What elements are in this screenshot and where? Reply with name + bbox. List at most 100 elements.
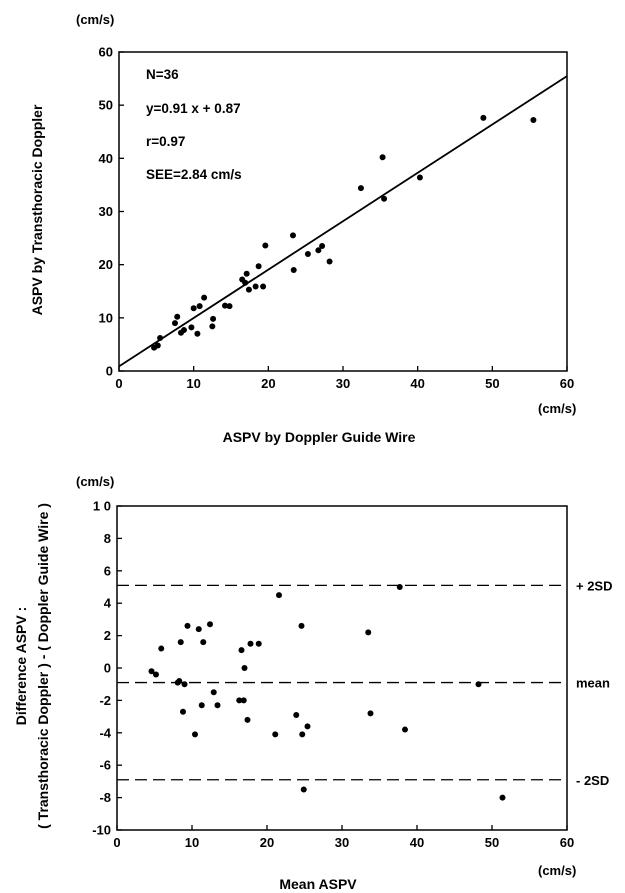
top-x-tick-label: 30 <box>336 376 350 391</box>
bottom-data-point <box>300 786 307 793</box>
top-data-point <box>252 283 259 290</box>
top-x-tick-label: 40 <box>410 376 424 391</box>
top-data-point <box>154 342 161 349</box>
top-data-point <box>289 232 296 239</box>
top-data-point <box>243 270 250 277</box>
top-data-point <box>304 251 311 258</box>
top-data-point <box>319 243 326 250</box>
top-data-point <box>222 302 229 309</box>
bottom-data-point <box>255 640 262 647</box>
top-x-ticks: 0 10 20 30 40 50 60 <box>115 366 574 391</box>
bland-altman-chart: (cm/s) Difference ASPV : ( Transthoracic… <box>13 474 613 892</box>
bottom-data-point <box>299 731 306 738</box>
bottom-y-tick-label: -2 <box>99 693 111 708</box>
top-x-tick-label: 20 <box>261 376 275 391</box>
top-y-tick-label: 60 <box>99 45 113 60</box>
top-data-point <box>315 247 322 254</box>
top-data-point <box>290 266 297 273</box>
top-data-point <box>180 327 187 334</box>
bottom-data-point <box>240 697 247 704</box>
bottom-data-point <box>298 622 305 629</box>
bottom-x-tick-label: 10 <box>185 835 199 850</box>
bottom-data-point <box>198 702 205 709</box>
bottom-x-tick-label: 0 <box>113 835 120 850</box>
bottom-x-axis-title: Mean ASPV <box>279 876 357 892</box>
bottom-y-tick-label: 8 <box>104 531 111 546</box>
bottom-y-tick-label: -6 <box>99 758 111 773</box>
bottom-data-point <box>247 640 254 647</box>
top-y-tick-label: 40 <box>99 151 113 166</box>
bottom-y-unit: (cm/s) <box>76 474 114 489</box>
reference-line-label: - 2SD <box>576 773 609 788</box>
bottom-plot-frame <box>116 505 568 831</box>
bottom-data-point <box>499 794 506 801</box>
bottom-x-tick-label: 20 <box>260 835 274 850</box>
top-data-point <box>357 185 364 192</box>
top-y-tick-label: 10 <box>99 310 113 325</box>
bottom-data-point <box>236 697 243 704</box>
top-data-point <box>255 263 262 270</box>
top-y-tick-label: 20 <box>99 257 113 272</box>
top-data-point <box>326 258 333 265</box>
bottom-data-point <box>272 731 279 738</box>
bottom-data-point <box>304 723 311 730</box>
stat-n: N=36 <box>146 67 179 82</box>
top-y-unit: (cm/s) <box>76 12 114 27</box>
top-x-tick-label: 0 <box>115 376 122 391</box>
bottom-data-point <box>210 689 217 696</box>
bottom-y-tick-label: 0 <box>104 661 111 676</box>
top-data-point <box>210 315 217 322</box>
bottom-data-point <box>396 584 403 590</box>
top-data-point <box>174 313 181 320</box>
reference-lines: + 2SD mean - 2SD <box>117 578 613 788</box>
reference-line-label: mean <box>576 676 610 691</box>
bottom-y-tick-label: 1 0 <box>93 499 111 514</box>
bottom-x-tick-label: 40 <box>410 835 424 850</box>
bottom-x-unit: (cm/s) <box>538 863 576 878</box>
bottom-data-point <box>195 626 202 633</box>
top-x-tick-label: 50 <box>485 376 499 391</box>
top-data-point <box>242 279 249 286</box>
bottom-data-point <box>244 716 251 723</box>
bottom-data-point <box>365 629 372 636</box>
top-data-point <box>260 283 267 290</box>
top-x-unit: (cm/s) <box>538 401 576 416</box>
bottom-data-point <box>148 668 155 675</box>
bottom-data-point <box>475 681 482 688</box>
bottom-x-ticks: 0 10 20 30 40 50 60 <box>113 825 574 850</box>
top-data-points <box>151 114 537 351</box>
bottom-data-point <box>214 702 221 709</box>
top-data-point <box>416 174 423 181</box>
bottom-data-point <box>200 639 207 646</box>
bottom-y-tick-label: -10 <box>92 823 111 838</box>
top-y-tick-label: 30 <box>99 204 113 219</box>
regression-line <box>118 75 568 368</box>
top-data-point <box>262 242 269 249</box>
top-data-point <box>190 305 197 312</box>
stat-r: r=0.97 <box>146 134 185 149</box>
bottom-data-point <box>367 710 374 717</box>
bottom-data-point <box>293 711 300 718</box>
top-data-point <box>381 195 388 202</box>
top-data-point <box>480 114 487 121</box>
bottom-data-point <box>402 726 408 733</box>
top-data-point <box>209 323 216 330</box>
bottom-data-point <box>238 647 245 654</box>
top-y-ticks: 0 10 20 30 40 50 60 <box>99 45 124 379</box>
bottom-y-tick-label: 2 <box>104 628 111 643</box>
bottom-data-points <box>148 584 506 801</box>
top-x-tick-label: 60 <box>560 376 574 391</box>
top-y-tick-label: 0 <box>106 364 113 379</box>
bottom-data-point <box>158 645 165 652</box>
bottom-data-point <box>176 677 183 684</box>
bottom-data-point <box>181 681 188 688</box>
top-data-point <box>379 154 386 161</box>
stat-equation: y=0.91 x + 0.87 <box>146 101 241 116</box>
stat-see: SEE=2.84 cm/s <box>146 167 242 182</box>
top-x-tick-label: 10 <box>186 376 200 391</box>
bottom-y-tick-label: 4 <box>104 596 112 611</box>
top-data-point <box>188 324 195 331</box>
bottom-data-point <box>207 621 213 628</box>
regression-chart: (cm/s) ASPV by Transthoracic Doppler 0 10… <box>29 12 576 445</box>
bottom-data-point <box>177 639 184 646</box>
